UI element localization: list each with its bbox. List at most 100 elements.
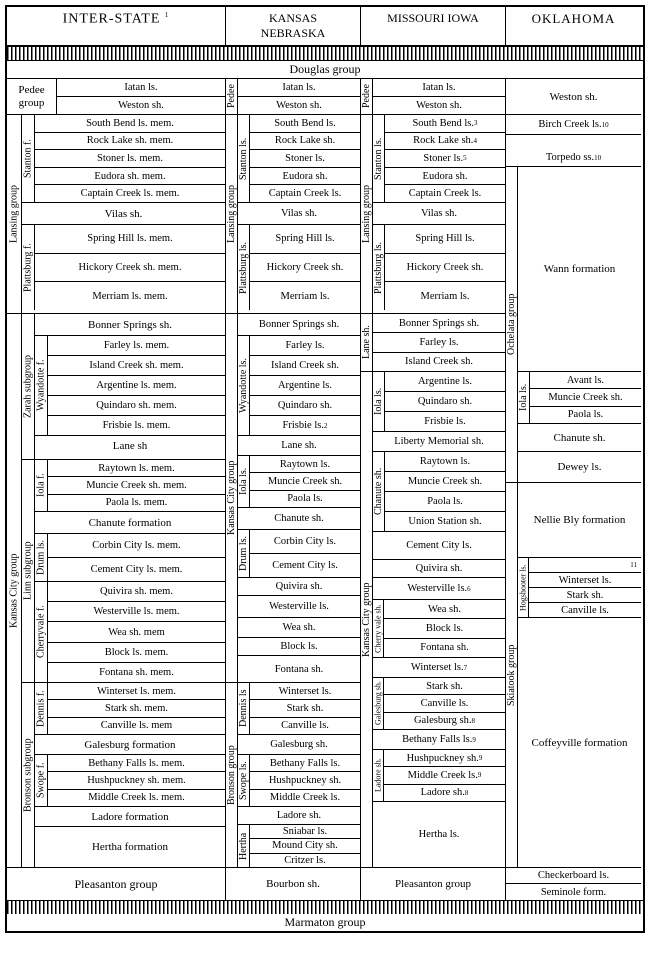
- eu2: Eudora sh.: [250, 168, 360, 186]
- pedee2-label: Pedee: [226, 79, 238, 114]
- plattsburg-label: Plattsburg f.: [22, 225, 35, 310]
- ia3: Iatan ls.: [373, 79, 505, 97]
- drum2-label: Drum ls.: [238, 530, 250, 577]
- gb2: Galesburg sh.: [238, 735, 360, 754]
- col-missouri: Pedee Iatan ls.Weston sh. Lansing group …: [361, 79, 506, 900]
- bl2: Block ls.: [238, 638, 360, 655]
- pedee3: Pedee: [361, 79, 373, 114]
- cc2: Captain Creek ls.: [250, 185, 360, 202]
- hickory: Hickory Creek sh. mem.: [35, 254, 225, 283]
- quivira: Quivira sh. mem.: [48, 582, 225, 602]
- eu3: Eudora sh.: [385, 168, 505, 186]
- pedee-stack: Iatan ls. Weston sh.: [57, 79, 225, 114]
- hp3: Hushpuckney sh.9: [384, 750, 505, 767]
- qv2: Quivira sh.: [238, 578, 360, 595]
- dennis2-label: Dennis ls: [238, 683, 250, 734]
- stanton3: Stanton ls.: [373, 115, 385, 202]
- hog4-label: Hogshooter ls.: [518, 558, 529, 617]
- pedee-label: Pedee group: [7, 79, 57, 114]
- cement: Cement City ls. mem.: [48, 558, 225, 581]
- pa4: Paola ls.: [530, 407, 641, 423]
- fr3: Frisbie ls.: [385, 412, 505, 431]
- southbend: South Bend ls. mem.: [35, 115, 225, 133]
- swope-label: Swope f.: [35, 755, 48, 806]
- vilas-row: Vilas sh.: [22, 203, 225, 225]
- pedee-row: Pedee group Iatan ls. Weston sh.: [7, 79, 225, 115]
- rl2: Rock Lake sh.: [250, 133, 360, 151]
- stanton-label: Stanton f.: [22, 115, 35, 202]
- cherry3-label: Cherry vale sh.: [373, 600, 384, 657]
- qd2: Quindaro sh.: [250, 396, 360, 416]
- sm4: Seminole form.: [506, 884, 641, 900]
- is3: Island Creek sh.: [373, 353, 505, 371]
- swope2-label: Swope ls.: [238, 755, 250, 806]
- plattsburg-stack: Spring Hill ls. mem. Hickory Creek sh. m…: [35, 225, 225, 310]
- corbin: Corbin City ls. mem.: [48, 534, 225, 558]
- hp2: Hushpuckney sh.: [250, 772, 360, 789]
- marmaton-band: Marmaton group: [7, 914, 643, 931]
- galesburg: Galesburg formation: [35, 735, 225, 754]
- mc2b: Mound City sh.: [250, 839, 360, 853]
- main-columns: Pedee group Iatan ls. Weston sh. Lansing…: [7, 79, 643, 900]
- stark: Stark sh. mem.: [48, 700, 225, 717]
- mdc3: Middle Creek ls. 9: [384, 767, 505, 784]
- hertha2-label: Hertha: [238, 825, 250, 867]
- ic2: Island Creek sh.: [250, 356, 360, 376]
- pl3b: Pleasanton group: [361, 868, 505, 900]
- ld3: Ladore sh. 8: [384, 785, 505, 801]
- hdr-kansas-nebraska: KANSASNEBRASKA: [226, 7, 361, 45]
- hdr-interstate: INTER-STATE 1: [7, 7, 226, 45]
- ch4: Chanute sh.: [518, 424, 641, 451]
- hdr-oklahoma: OKLAHOMA: [506, 7, 641, 45]
- chanute3-label: Chanute sh.: [373, 452, 385, 531]
- wv2: Westerville ls.: [238, 596, 360, 617]
- kc-label: Kansas City group: [7, 314, 22, 867]
- sk4: Stark sh.: [529, 588, 641, 603]
- st2: Stoner ls.: [250, 150, 360, 168]
- iola3-label: Iola ls.: [373, 372, 385, 431]
- fr2: Frisbie ls. 2: [250, 416, 360, 435]
- cherryvale-stack: Quivira sh. mem. Westerville ls. mem. We…: [48, 582, 225, 682]
- ld2: Ladore sh.: [238, 807, 360, 824]
- bc4: Birch Creek ls.10: [506, 115, 641, 134]
- iola-stack: Raytown ls. mem. Muncie Creek sh. mem. P…: [48, 460, 225, 511]
- bronson-row: Bronson subgroup Dennis f. Winterset ls.…: [22, 683, 225, 867]
- he3: Hertha ls.: [373, 802, 505, 867]
- pl3: Plattsburg ls.: [373, 225, 385, 310]
- av4: Avant ls.: [530, 372, 641, 389]
- zarah-label: Zarah subgroup: [22, 314, 35, 459]
- hc3: Hickory Creek sh.: [385, 254, 505, 283]
- sh2: Spring Hill ls.: [250, 225, 360, 254]
- linn-stack: Iola f. Raytown ls. mem. Muncie Creek sh…: [35, 460, 225, 682]
- bf3: Bethany Falls ls. 9: [373, 730, 505, 749]
- stoner: Stoner ls. mem.: [35, 150, 225, 168]
- cb2: Corbin City ls.: [250, 530, 360, 554]
- tp4: Torpedo ss.10: [506, 149, 641, 166]
- stratigraphic-chart: INTER-STATE 1 KANSASNEBRASKA MISSOURI IO…: [5, 5, 645, 933]
- lib3: Liberty Memorial sh.: [373, 432, 505, 451]
- ws2: Winterset ls.: [250, 683, 360, 700]
- argentine: Argentine ls. mem.: [48, 376, 225, 396]
- springhill: Spring Hill ls. mem.: [35, 225, 225, 254]
- kc2-row: Kansas City group Bonner Springs sh. Wya…: [226, 314, 360, 683]
- col-kansas: Pedee Iatan ls.Weston sh. Lansing group …: [226, 79, 361, 900]
- chanute2: Chanute sh.: [238, 508, 360, 529]
- header-row: INTER-STATE 1 KANSASNEBRASKA MISSOURI IO…: [7, 7, 643, 47]
- douglas-band: Douglas group: [7, 61, 643, 79]
- stanton2-label: Stanton ls.: [238, 115, 250, 202]
- stanton-stack: South Bend ls. mem. Rock Lake sh. mem. S…: [35, 115, 225, 202]
- plattsburg-row: Plattsburg f. Spring Hill ls. mem. Hicko…: [22, 225, 225, 310]
- pedee2-row: Pedee Iatan ls.Weston sh.: [226, 79, 360, 115]
- cf4: Coffeyville formation: [518, 618, 641, 867]
- linn-row: Linn subgroup Iola f. Raytown ls. mem. M…: [22, 460, 225, 683]
- bronson2-row: Bronson group Dennis lsWinterset ls.Star…: [226, 683, 360, 868]
- bl3: Block ls.: [384, 619, 505, 638]
- quindaro: Quindaro sh. mem.: [48, 396, 225, 416]
- bonner2: Bonner Springs sh.: [238, 314, 360, 335]
- iola2-label: Iola ls.: [238, 456, 250, 507]
- mr3: Merriam ls.: [385, 282, 505, 310]
- mr2: Merriam ls.: [250, 282, 360, 310]
- iatan2: Iatan ls.: [238, 79, 360, 97]
- pa2: Paola ls.: [250, 491, 360, 507]
- we3: Weston sh.: [373, 97, 505, 114]
